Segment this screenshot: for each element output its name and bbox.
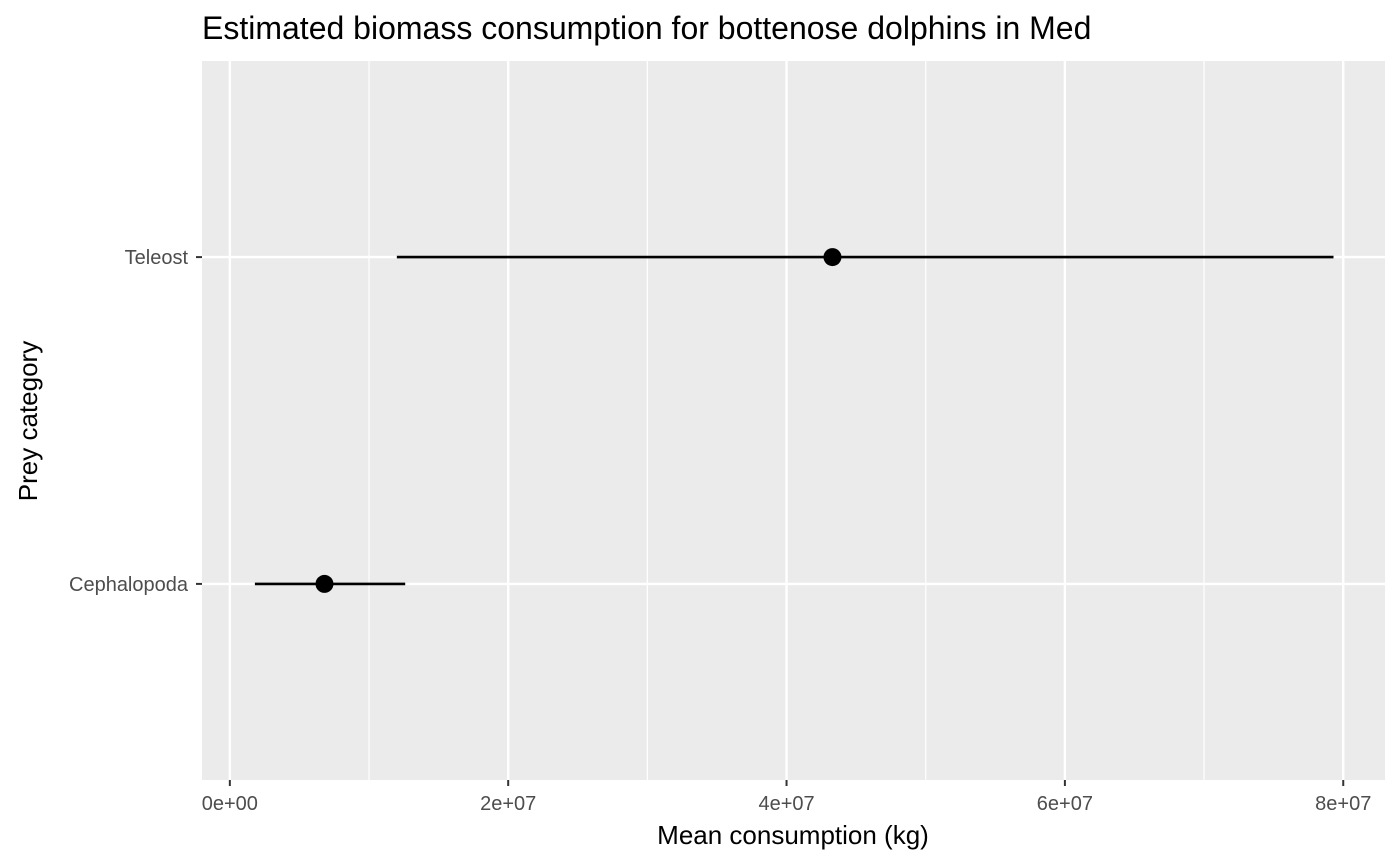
mean-point bbox=[823, 248, 842, 267]
plot-panel bbox=[202, 61, 1385, 780]
x-tick-label: 8e+07 bbox=[1315, 793, 1371, 815]
y-tick-label: Teleost bbox=[125, 247, 189, 269]
x-tick-label: 4e+07 bbox=[758, 793, 814, 815]
y-axis-title: Prey category bbox=[13, 341, 43, 501]
x-axis-title: Mean consumption (kg) bbox=[657, 820, 929, 850]
x-tick-label: 2e+07 bbox=[480, 793, 536, 815]
x-tick-label: 0e+00 bbox=[202, 793, 258, 815]
chart-title: Estimated biomass consumption for botten… bbox=[202, 10, 1091, 46]
y-tick-label: Cephalopoda bbox=[69, 574, 189, 596]
minor-gridlines bbox=[368, 61, 1205, 780]
y-axis: Cephalopoda Teleost bbox=[69, 247, 202, 596]
x-axis: 0e+00 2e+07 4e+07 6e+07 8e+07 bbox=[202, 780, 1371, 815]
mean-point bbox=[315, 574, 334, 593]
data-points bbox=[315, 248, 842, 593]
x-tick-label: 6e+07 bbox=[1037, 793, 1093, 815]
